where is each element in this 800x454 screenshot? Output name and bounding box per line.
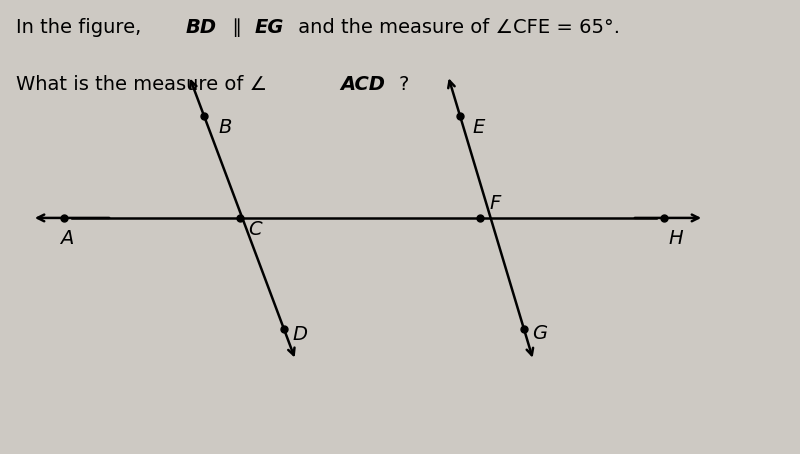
Text: C: C: [248, 220, 262, 239]
Text: BD: BD: [186, 18, 217, 37]
Text: A: A: [60, 229, 74, 248]
Text: ∥: ∥: [226, 18, 248, 37]
Text: What is the measure of ∠: What is the measure of ∠: [16, 75, 267, 94]
Text: In the figure,: In the figure,: [16, 18, 147, 37]
Text: B: B: [218, 118, 232, 137]
Text: and the measure of ∠CFE = 65°.: and the measure of ∠CFE = 65°.: [293, 18, 621, 37]
Text: G: G: [532, 324, 547, 343]
Text: ?: ?: [398, 75, 409, 94]
Text: E: E: [472, 118, 484, 137]
Text: H: H: [668, 229, 682, 248]
Text: D: D: [292, 325, 307, 344]
Text: ACD: ACD: [340, 75, 385, 94]
Text: EG: EG: [254, 18, 284, 37]
Text: F: F: [490, 194, 501, 213]
